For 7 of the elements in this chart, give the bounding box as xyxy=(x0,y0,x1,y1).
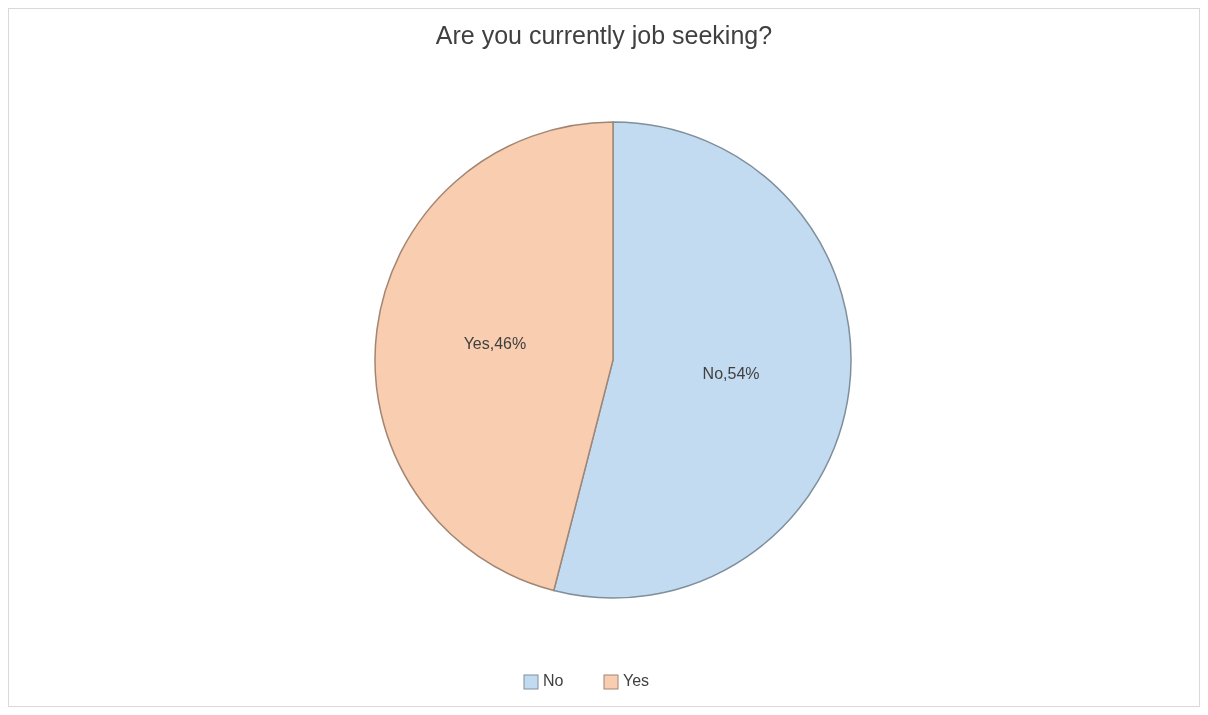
data-label: Yes,46% xyxy=(463,335,527,353)
legend-label: No xyxy=(543,672,564,690)
pie-slice xyxy=(374,121,614,592)
legend-label: Yes xyxy=(623,672,650,690)
pie-slice xyxy=(553,121,852,599)
data-label: No,54% xyxy=(702,365,760,383)
chart-title: Are you currently job seeking? xyxy=(435,21,773,49)
